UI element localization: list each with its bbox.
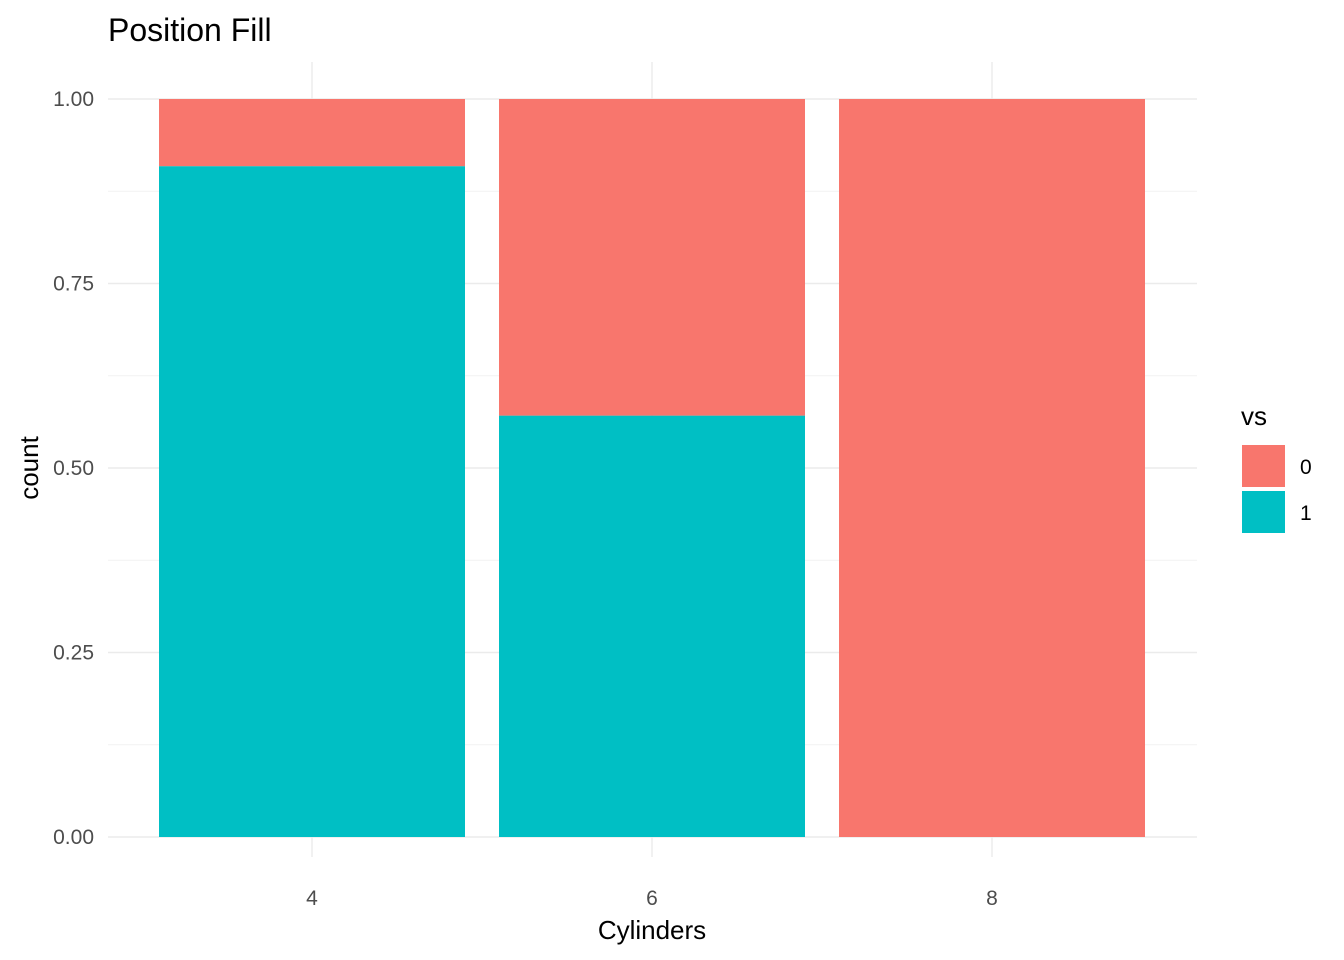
y-tick-label: 0.25 [53, 642, 94, 665]
bar-cyl-8-vs-0 [839, 99, 1145, 837]
legend-label-0: 0 [1300, 456, 1312, 479]
x-axis-title: Cylinders [598, 915, 706, 945]
x-tick-label: 6 [646, 887, 658, 910]
x-tick-label: 4 [306, 887, 318, 910]
bar-cyl-4-vs-0 [159, 99, 465, 167]
y-tick-label: 0.75 [53, 273, 94, 296]
y-tick-label: 1.00 [53, 88, 94, 111]
y-axis-title: count [14, 435, 44, 499]
x-axis-ticks: 4 6 8 [306, 887, 998, 910]
y-tick-label: 0.00 [53, 826, 94, 849]
bar-cyl-4-vs-1 [159, 166, 465, 837]
bar-cyl-6-vs-1 [499, 415, 805, 837]
y-axis-ticks: 0.00 0.25 0.50 0.75 1.00 [53, 88, 94, 849]
legend-key-0 [1242, 445, 1285, 487]
legend: vs 0 1 [1241, 401, 1312, 533]
y-tick-label: 0.50 [53, 457, 94, 480]
bar-cyl-6-vs-0 [499, 99, 805, 416]
legend-title: vs [1241, 401, 1267, 431]
legend-key-1 [1242, 491, 1285, 533]
chart-title: Position Fill [108, 12, 272, 48]
x-tick-label: 8 [986, 887, 998, 910]
legend-label-1: 1 [1300, 502, 1312, 525]
bars [159, 99, 1145, 837]
